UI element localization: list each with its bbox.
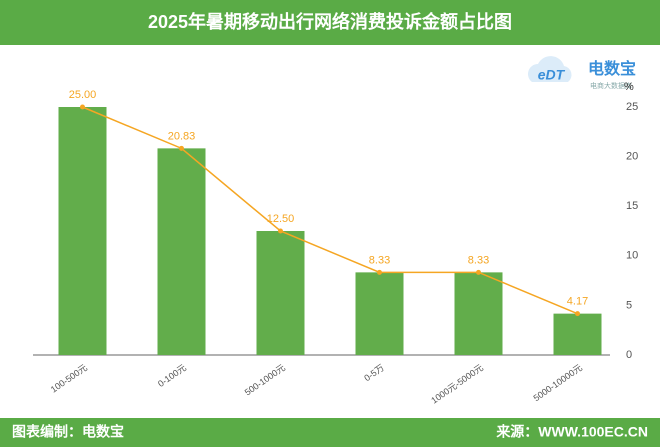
value-label: 20.83 bbox=[168, 130, 196, 142]
bar bbox=[454, 272, 503, 355]
header-bar bbox=[0, 0, 660, 45]
y-tick-label: 0 bbox=[626, 349, 632, 361]
bar bbox=[256, 231, 305, 355]
footer-right: 来源：WWW.100EC.CN bbox=[495, 424, 648, 440]
value-label: 8.33 bbox=[369, 254, 390, 266]
line-point bbox=[476, 269, 481, 275]
y-tick-label: 15 bbox=[626, 200, 638, 212]
y-unit: % bbox=[624, 81, 634, 93]
value-label: 4.17 bbox=[567, 296, 588, 308]
logo: eDT 电数宝 电商大数据库 bbox=[528, 56, 636, 90]
value-label: 12.50 bbox=[267, 213, 295, 225]
bar bbox=[553, 313, 602, 355]
line-point bbox=[179, 145, 184, 151]
y-tick-label: 10 bbox=[626, 250, 638, 262]
footer-bar bbox=[0, 418, 660, 447]
y-tick-label: 25 bbox=[626, 101, 638, 113]
footer-left: 图表编制：电数宝 bbox=[12, 424, 124, 440]
value-label: 25.00 bbox=[69, 89, 97, 101]
line bbox=[82, 106, 578, 315]
logo-tagline: 电商大数据库 bbox=[590, 81, 632, 90]
y-tick-label: 5 bbox=[626, 299, 632, 311]
line-point bbox=[575, 311, 580, 317]
logo-name: 电数宝 bbox=[588, 59, 636, 78]
line-point bbox=[80, 104, 85, 110]
chart-title: 2025年暑期移动出行网络消费投诉金额占比图 bbox=[148, 11, 512, 32]
bar bbox=[157, 148, 206, 355]
bar bbox=[58, 107, 107, 355]
bar bbox=[355, 272, 404, 355]
logo-cloud bbox=[528, 56, 572, 82]
line-point bbox=[377, 269, 382, 275]
logo-mark: eDT bbox=[538, 67, 566, 83]
y-tick-label: 20 bbox=[626, 151, 638, 163]
line-point bbox=[278, 228, 283, 234]
value-label: 8.33 bbox=[468, 254, 489, 266]
